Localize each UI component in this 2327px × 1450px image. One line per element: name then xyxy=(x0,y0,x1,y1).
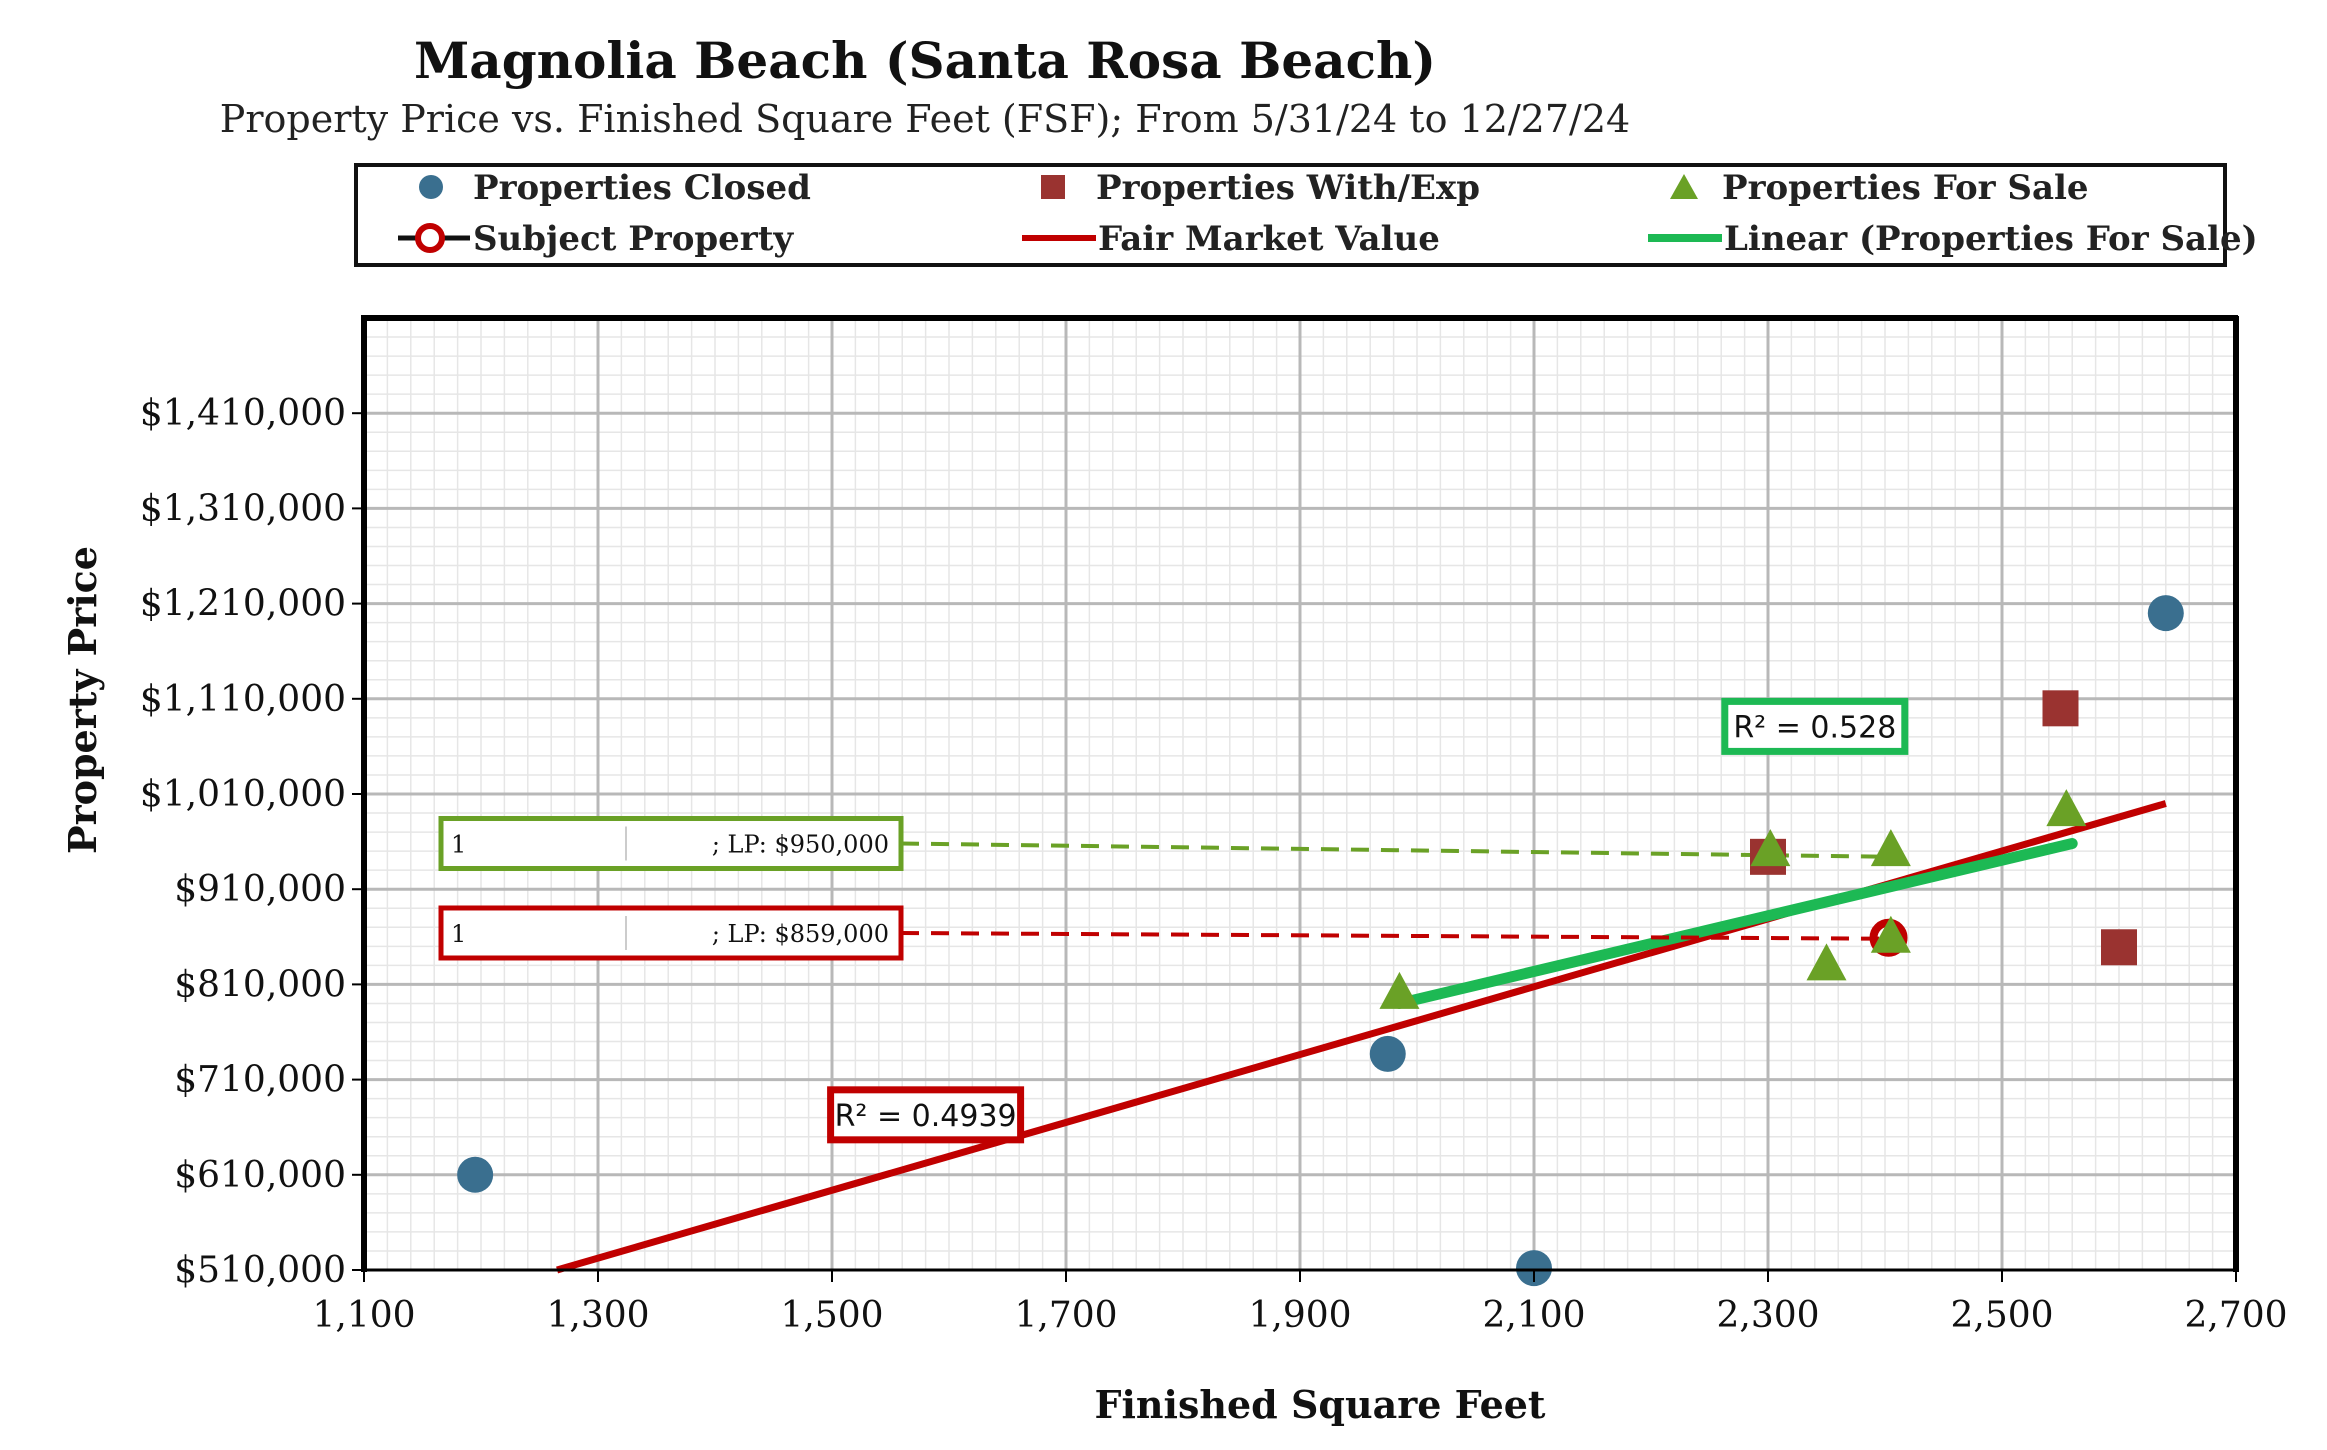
for-sale-point xyxy=(1750,829,1791,867)
plot-area: 1 ; LP: $950,000 1 ; LP: $859,000 R² = 0.49… xyxy=(361,315,2239,1287)
callout-950-box xyxy=(438,816,904,872)
for-sale-point xyxy=(2046,789,2087,827)
legend-label-closed: Properties Closed xyxy=(473,168,811,208)
callout-859-box xyxy=(438,905,904,961)
with-exp-point xyxy=(2101,929,2137,966)
closed-point xyxy=(1369,1035,1406,1072)
y-tick-label: $1,410,000 xyxy=(140,393,346,434)
legend-marker-closed xyxy=(419,175,443,199)
legend-label-forsale: Properties For Sale xyxy=(1722,168,2089,208)
x-tick-label: 1,900 xyxy=(1248,1295,1351,1336)
callout-859-text: ; LP: $859,000 xyxy=(712,920,889,948)
y-tick-label: $1,110,000 xyxy=(140,679,346,720)
x-tick-label: 1,500 xyxy=(780,1295,883,1336)
data-points xyxy=(457,595,2184,1287)
r2-box-linear xyxy=(1721,697,1909,755)
r2-label-fmv: R² = 0.4939 xyxy=(835,1099,1017,1134)
x-tick-label: 1,700 xyxy=(1014,1295,1117,1336)
y-axis-ticks: $510,000 $610,000 $710,000 $810,000 $910,000… xyxy=(140,393,364,1291)
legend-label-fmv: Fair Market Value xyxy=(1098,219,1440,259)
r2-box-fmv xyxy=(827,1086,1025,1144)
x-tick-label: 2,500 xyxy=(1950,1295,2053,1336)
legend: Properties Closed Properties With/Exp Pr… xyxy=(354,163,2258,267)
legend-marker-forsale xyxy=(1670,174,1698,199)
y-tick-label: $610,000 xyxy=(174,1155,346,1196)
x-axis-title: Finished Square Feet xyxy=(1095,1382,1546,1427)
with-exp-point xyxy=(2042,690,2079,727)
legend-marker-withexp xyxy=(1041,175,1065,199)
chart-title: Magnolia Beach (Santa Rosa Beach) xyxy=(414,31,1436,90)
legend-label-linear: Linear (Properties For Sale) xyxy=(1724,219,2258,259)
legend-label-subject: Subject Property xyxy=(473,219,794,259)
linear-for-sale-line xyxy=(1393,838,2078,1009)
y-tick-label: $910,000 xyxy=(174,869,346,910)
callout-950-number: 1 xyxy=(451,831,466,859)
trend-lines xyxy=(556,800,2167,1274)
x-axis-ticks: 1,100 1,300 1,500 1,700 1,900 2,100 2,300 2,500… xyxy=(312,1270,2288,1336)
for-sale-point xyxy=(1806,943,1847,981)
chart-subtitle: Property Price vs. Finished Square Feet … xyxy=(220,97,1630,141)
callout-950-text: ; LP: $950,000 xyxy=(712,831,889,859)
callout-859-number: 1 xyxy=(451,920,466,948)
y-tick-label: $710,000 xyxy=(174,1060,346,1101)
for-sale-point xyxy=(1870,915,1911,953)
closed-point xyxy=(457,1156,494,1193)
callout-859-leader xyxy=(900,930,1886,941)
y-axis-title: Property Price xyxy=(60,546,105,854)
closed-point xyxy=(2147,595,2184,632)
y-tick-label: $1,210,000 xyxy=(140,584,346,625)
x-tick-label: 2,700 xyxy=(2184,1295,2287,1336)
x-tick-label: 1,100 xyxy=(312,1295,415,1336)
y-tick-label: $1,310,000 xyxy=(140,488,346,529)
closed-point xyxy=(1516,1250,1552,1287)
y-tick-label: $510,000 xyxy=(174,1250,346,1291)
y-tick-label: $1,010,000 xyxy=(140,774,346,815)
callout-950-leader xyxy=(900,841,1891,859)
x-tick-label: 2,100 xyxy=(1482,1295,1585,1336)
for-sale-point xyxy=(1379,971,1420,1009)
legend-marker-subject xyxy=(415,223,445,253)
legend-label-withexp: Properties With/Exp xyxy=(1096,168,1480,208)
x-tick-label: 1,300 xyxy=(546,1295,649,1336)
callouts: 1 ; LP: $950,000 1 ; LP: $859,000 xyxy=(438,816,1891,961)
x-tick-label: 2,300 xyxy=(1716,1295,1819,1336)
y-tick-label: $810,000 xyxy=(174,964,346,1005)
r2-label-linear: R² = 0.528 xyxy=(1733,710,1896,745)
r2-labels: R² = 0.4939 R² = 0.528 xyxy=(827,697,1909,1144)
legend-frame xyxy=(354,163,2227,267)
for-sale-point xyxy=(1870,829,1911,867)
